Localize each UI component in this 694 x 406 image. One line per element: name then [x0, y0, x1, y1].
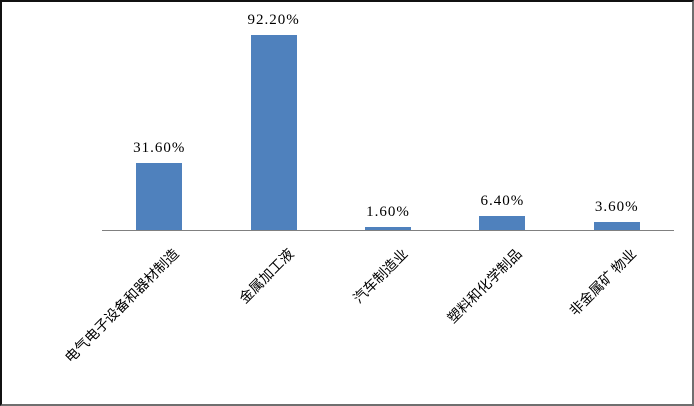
- x-category-label: 电气电子设备和器材制造: [63, 246, 183, 367]
- bar: [136, 163, 183, 230]
- bar-value-label: 6.40%: [480, 193, 525, 209]
- bar: [365, 227, 411, 230]
- bar: [479, 216, 526, 230]
- x-category-label: 塑料和化学制品: [445, 246, 526, 327]
- bar-value-label: 31.60%: [133, 140, 186, 156]
- bar-value-label: 92.20%: [247, 12, 300, 28]
- x-category-label: 非金属矿 物业: [567, 246, 641, 320]
- bar: [593, 222, 640, 230]
- bar-value-label: 1.60%: [366, 204, 410, 220]
- x-axis-line: [102, 230, 674, 231]
- x-category-label: 汽车制造业: [351, 246, 412, 307]
- x-category-label: 金属加工液: [236, 246, 298, 307]
- bar-value-label: 3.60%: [594, 199, 639, 215]
- bar: [250, 35, 297, 230]
